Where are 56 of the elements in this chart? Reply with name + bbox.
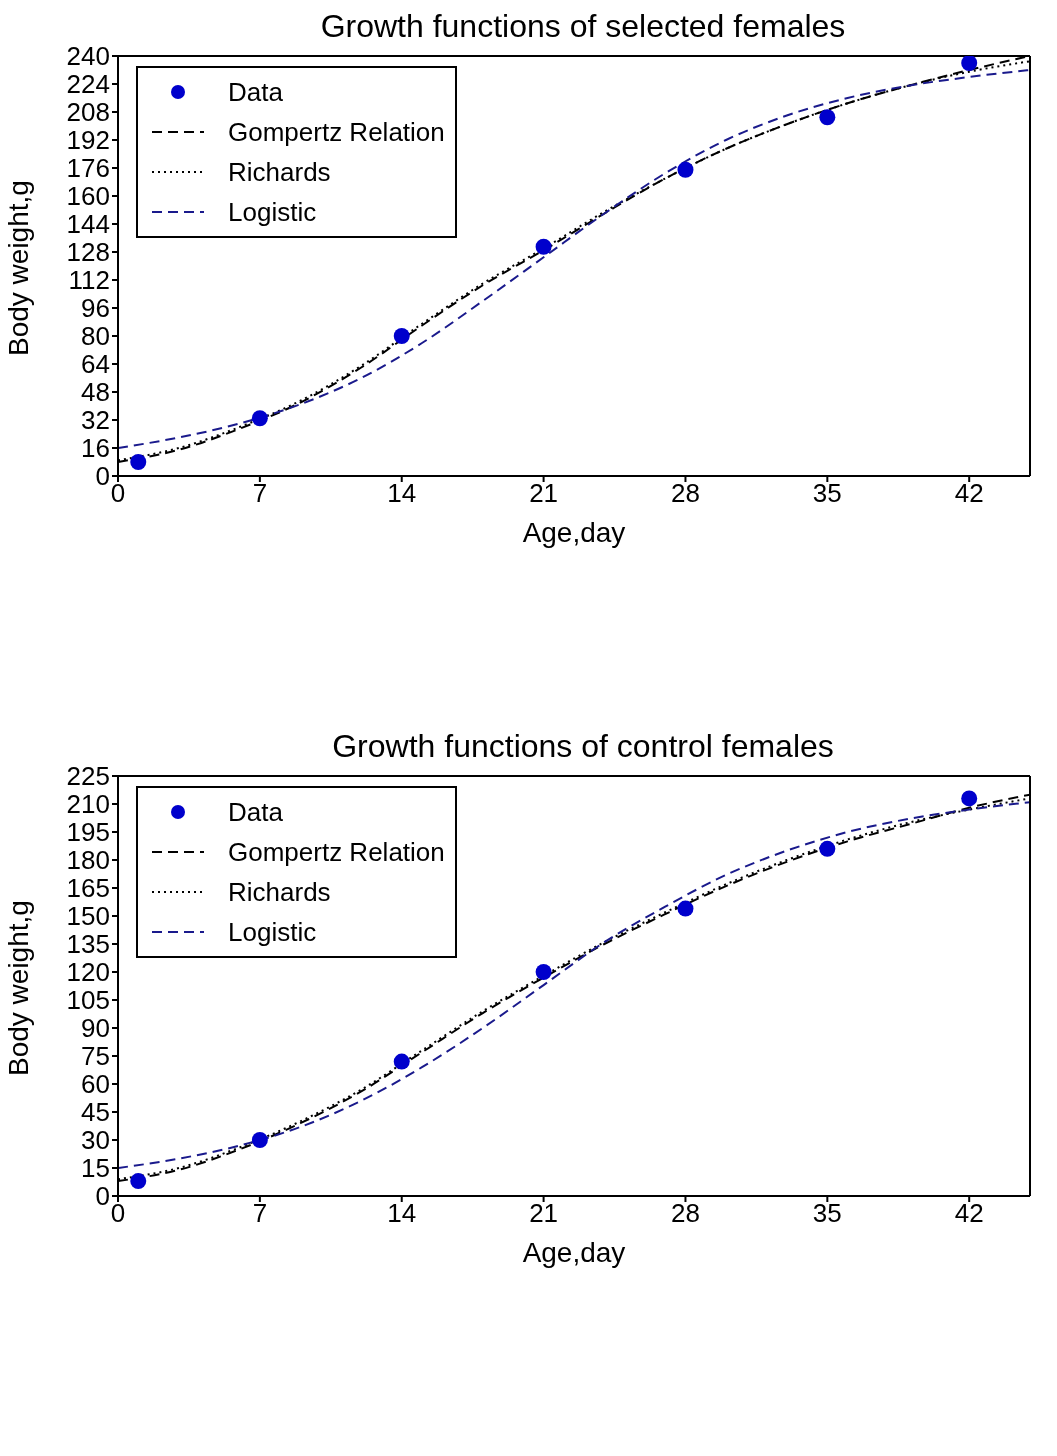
x-tick-label: 14: [387, 478, 417, 509]
y-tick-label: 225: [66, 761, 110, 792]
y-tick-label: 45: [81, 1097, 110, 1128]
y-tick-label: 176: [66, 153, 110, 184]
x-tick-label: 42: [954, 478, 984, 509]
y-tick-label: 208: [66, 97, 110, 128]
y-tick-label: 180: [66, 845, 110, 876]
legend-label: Logistic: [228, 916, 317, 948]
x-tick-label: 42: [954, 1198, 984, 1229]
y-tick-label: 96: [81, 293, 110, 324]
y-tick-label: 144: [66, 209, 110, 240]
y-tick-label: 15: [81, 1153, 110, 1184]
y-tick-label: 192: [66, 125, 110, 156]
y-tick-label: 16: [81, 433, 110, 464]
y-tick-label: 90: [81, 1013, 110, 1044]
legend-label: Data: [228, 76, 283, 108]
x-tick-label: 35: [812, 1198, 842, 1229]
y-tick-label: 32: [81, 405, 110, 436]
chart-title: Growth functions of control females: [331, 728, 835, 764]
chart-title: Growth functions of selected females: [319, 8, 847, 44]
legend-label: Richards: [228, 876, 331, 908]
x-tick-label: 21: [529, 1198, 559, 1229]
x-tick-label: 35: [812, 478, 842, 509]
y-tick-label: 75: [81, 1041, 110, 1072]
legend-label: Gompertz Relation: [228, 836, 445, 868]
y-axis-title: Body weight,g: [2, 180, 34, 356]
y-tick-label: 80: [81, 321, 110, 352]
y-tick-label: 165: [66, 873, 110, 904]
legend-label: Richards: [228, 156, 331, 188]
y-tick-label: 150: [66, 901, 110, 932]
legend-label: Logistic: [228, 196, 317, 228]
x-tick-label: 14: [387, 1198, 417, 1229]
x-tick-label: 7: [252, 478, 268, 509]
y-tick-label: 195: [66, 817, 110, 848]
legend-label: Gompertz Relation: [228, 116, 445, 148]
x-tick-label: 28: [671, 478, 700, 509]
legend-label: Data: [228, 796, 283, 828]
y-tick-label: 64: [81, 349, 110, 380]
y-tick-label: 210: [66, 789, 110, 820]
y-tick-label: 30: [81, 1125, 110, 1156]
y-tick-label: 48: [81, 377, 110, 408]
y-tick-label: 135: [66, 929, 110, 960]
x-axis-title: Age,day: [522, 1237, 626, 1268]
y-tick-label: 160: [66, 181, 110, 212]
y-tick-label: 120: [66, 957, 110, 988]
y-tick-label: 60: [81, 1069, 110, 1100]
y-axis-title: Body weight,g: [2, 900, 34, 1076]
x-tick-label: 28: [671, 1198, 700, 1229]
y-tick-label: 240: [66, 41, 110, 72]
y-tick-label: 105: [66, 985, 110, 1016]
y-tick-label: 112: [68, 265, 110, 296]
y-tick-label: 224: [66, 69, 110, 100]
x-axis-title: Age,day: [522, 517, 626, 548]
x-tick-label: 21: [529, 478, 559, 509]
y-tick-label: 128: [66, 237, 110, 268]
x-tick-label: 7: [252, 1198, 268, 1229]
